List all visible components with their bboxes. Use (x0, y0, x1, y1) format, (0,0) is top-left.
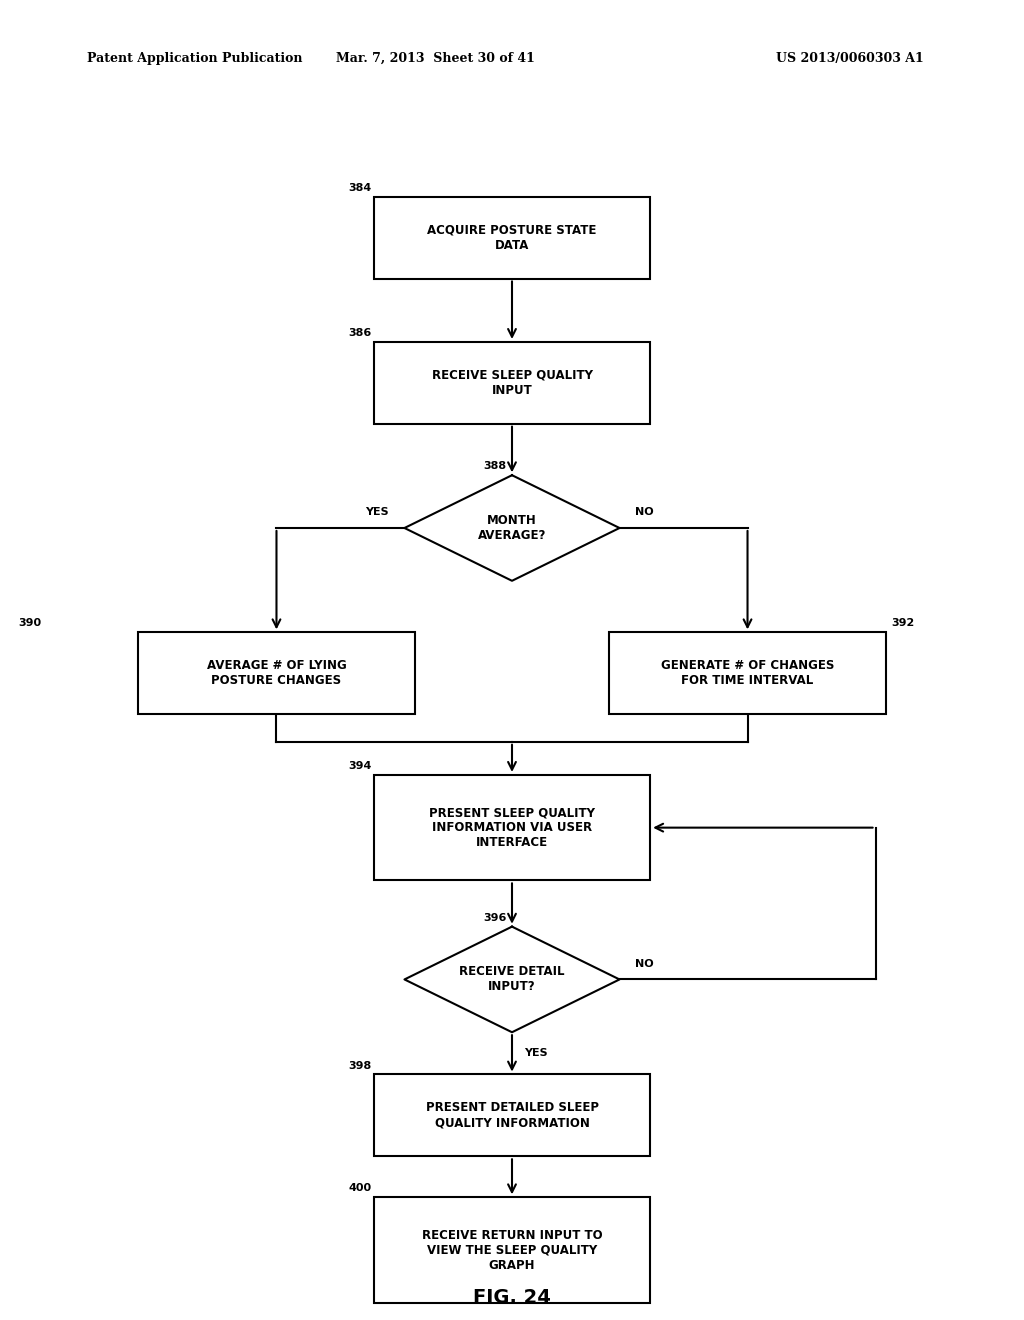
Text: 394: 394 (348, 760, 372, 771)
Text: AVERAGE # OF LYING
POSTURE CHANGES: AVERAGE # OF LYING POSTURE CHANGES (207, 659, 346, 688)
Text: Mar. 7, 2013  Sheet 30 of 41: Mar. 7, 2013 Sheet 30 of 41 (336, 51, 535, 65)
FancyBboxPatch shape (374, 1074, 650, 1156)
FancyBboxPatch shape (374, 342, 650, 424)
Text: 386: 386 (348, 327, 372, 338)
FancyBboxPatch shape (374, 775, 650, 880)
Text: PRESENT DETAILED SLEEP
QUALITY INFORMATION: PRESENT DETAILED SLEEP QUALITY INFORMATI… (426, 1101, 598, 1130)
Text: Patent Application Publication: Patent Application Publication (87, 51, 302, 65)
Text: YES: YES (366, 507, 389, 517)
Text: 400: 400 (348, 1183, 372, 1193)
FancyBboxPatch shape (374, 1197, 650, 1303)
FancyBboxPatch shape (138, 632, 415, 714)
Text: RECEIVE RETURN INPUT TO
VIEW THE SLEEP QUALITY
GRAPH: RECEIVE RETURN INPUT TO VIEW THE SLEEP Q… (422, 1229, 602, 1271)
Text: RECEIVE DETAIL
INPUT?: RECEIVE DETAIL INPUT? (459, 965, 565, 994)
Text: 384: 384 (348, 182, 372, 193)
Text: 388: 388 (483, 461, 507, 471)
Text: US 2013/0060303 A1: US 2013/0060303 A1 (776, 51, 924, 65)
Text: ACQUIRE POSTURE STATE
DATA: ACQUIRE POSTURE STATE DATA (427, 223, 597, 252)
Text: NO: NO (635, 507, 653, 517)
Text: 390: 390 (17, 618, 41, 628)
Text: FIG. 24: FIG. 24 (473, 1288, 551, 1307)
Text: YES: YES (524, 1048, 548, 1059)
Text: 392: 392 (891, 618, 914, 628)
Text: RECEIVE SLEEP QUALITY
INPUT: RECEIVE SLEEP QUALITY INPUT (431, 368, 593, 397)
Text: GENERATE # OF CHANGES
FOR TIME INTERVAL: GENERATE # OF CHANGES FOR TIME INTERVAL (660, 659, 835, 688)
Text: MONTH
AVERAGE?: MONTH AVERAGE? (478, 513, 546, 543)
Text: 398: 398 (348, 1060, 372, 1071)
FancyBboxPatch shape (609, 632, 886, 714)
Text: 396: 396 (483, 912, 507, 923)
Text: NO: NO (635, 958, 653, 969)
FancyBboxPatch shape (374, 197, 650, 279)
Text: PRESENT SLEEP QUALITY
INFORMATION VIA USER
INTERFACE: PRESENT SLEEP QUALITY INFORMATION VIA US… (429, 807, 595, 849)
